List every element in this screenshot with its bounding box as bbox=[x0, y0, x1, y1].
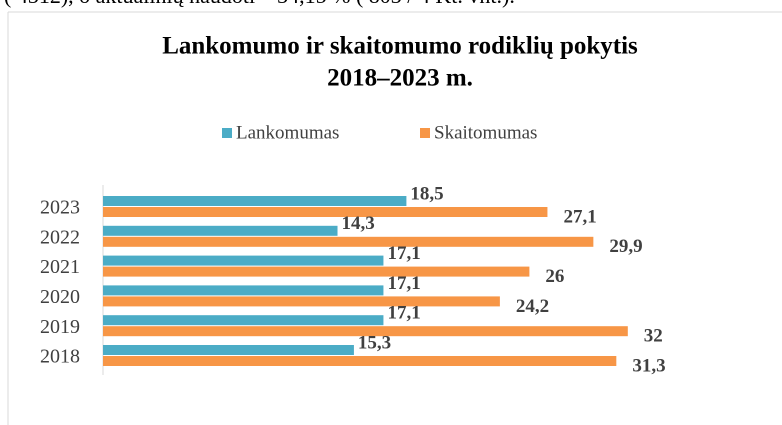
value-label: 17,1 bbox=[387, 243, 420, 264]
chart-title: 2018–2023 m. bbox=[327, 65, 473, 92]
bar bbox=[103, 225, 338, 236]
bar bbox=[103, 196, 407, 206]
bar bbox=[103, 296, 500, 307]
value-label: 26 bbox=[545, 266, 564, 287]
cropped-text: ( 4312), o aktualinių naudoti – 34,15 % … bbox=[4, 0, 515, 8]
value-label: 18,5 bbox=[410, 183, 443, 204]
value-label: 17,1 bbox=[387, 303, 420, 324]
y-tick-label: 2019 bbox=[40, 316, 80, 338]
value-label: 31,3 bbox=[632, 355, 665, 376]
value-label: 24,2 bbox=[516, 296, 549, 317]
bar bbox=[103, 255, 384, 266]
y-tick-label: 2021 bbox=[40, 256, 80, 278]
bar bbox=[103, 345, 354, 355]
legend-label: Skaitomumas bbox=[434, 122, 537, 143]
bar bbox=[103, 285, 384, 296]
y-tick-label: 2020 bbox=[40, 286, 80, 308]
legend-swatch bbox=[420, 128, 430, 138]
bar bbox=[103, 356, 617, 366]
value-label: 14,3 bbox=[342, 213, 375, 234]
chart-border bbox=[7, 11, 782, 425]
y-tick-label: 2018 bbox=[40, 346, 80, 368]
value-label: 27,1 bbox=[563, 206, 596, 227]
legend-label: Lankomumas bbox=[236, 122, 339, 143]
y-tick-label: 2023 bbox=[40, 197, 80, 219]
bar bbox=[103, 236, 594, 247]
bar bbox=[103, 207, 548, 217]
legend-swatch bbox=[222, 128, 232, 138]
bar bbox=[103, 315, 384, 326]
value-label: 17,1 bbox=[387, 273, 420, 294]
value-label: 32 bbox=[644, 326, 663, 347]
value-label: 29,9 bbox=[609, 236, 642, 257]
bar bbox=[103, 326, 628, 337]
chart-title: Lankomumo ir skaitomumo rodiklių pokytis bbox=[162, 33, 638, 60]
y-tick-label: 2022 bbox=[40, 226, 80, 248]
bar bbox=[103, 266, 530, 277]
value-label: 15,3 bbox=[358, 332, 391, 353]
